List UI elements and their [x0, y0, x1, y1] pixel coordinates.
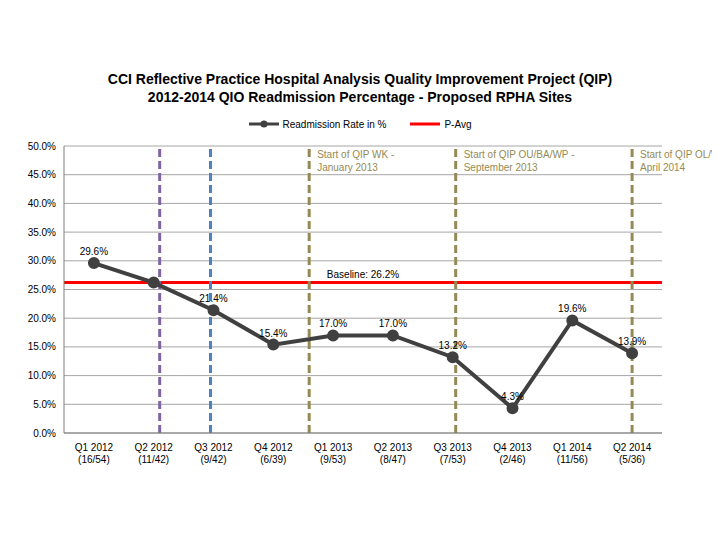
html-text:Readmission Rate in %: Readmission Rate in %	[282, 118, 387, 130]
svg-text:Start of QIP WK -January 2013: Start of QIP WK -January 2013	[317, 149, 394, 173]
svg-text:17.0%: 17.0%	[379, 318, 407, 329]
svg-text:Q1 2014(11/56): Q1 2014(11/56)	[553, 442, 592, 465]
svg-text:21.4%: 21.4%	[199, 293, 227, 304]
svg-text:15.4%: 15.4%	[259, 328, 287, 339]
svg-text:10.0%: 10.0%	[28, 370, 56, 381]
svg-text:Start of QIP OU/BA/WP -Septemb: Start of QIP OU/BA/WP -September 2013	[464, 149, 575, 173]
svg-text:25.0%: 25.0%	[28, 284, 56, 295]
svg-text:29.6%: 29.6%	[80, 246, 108, 257]
svg-text:Q1 2013(9/53): Q1 2013(9/53)	[314, 442, 353, 465]
svg-text:Q2 2013(8/47): Q2 2013(8/47)	[374, 442, 413, 465]
svg-text:0.0%: 0.0%	[33, 428, 56, 439]
svg-text:15.0%: 15.0%	[28, 341, 56, 352]
svg-text:Q2 2014(5/36): Q2 2014(5/36)	[613, 442, 652, 465]
svg-text:Q1 2012(16/54): Q1 2012(16/54)	[75, 442, 114, 465]
svg-text:Start of QIP OL/WA-April 2014: Start of QIP OL/WA-April 2014	[640, 149, 712, 173]
svg-text:Q4 2012(6/39): Q4 2012(6/39)	[254, 442, 293, 465]
svg-text:Baseline: 26.2%: Baseline: 26.2%	[327, 269, 399, 280]
html-text:CCI Reflective Practice Hospit: CCI Reflective Practice Hospital Analysi…	[107, 71, 613, 87]
svg-text:30.0%: 30.0%	[28, 255, 56, 266]
svg-text:45.0%: 45.0%	[28, 169, 56, 180]
svg-text:17.0%: 17.0%	[319, 318, 347, 329]
svg-text:35.0%: 35.0%	[28, 227, 56, 238]
svg-text:19.6%: 19.6%	[558, 303, 586, 314]
svg-text:13.9%: 13.9%	[618, 336, 646, 347]
svg-text:Q2 2012(11/42): Q2 2012(11/42)	[135, 442, 174, 465]
svg-text:20.0%: 20.0%	[28, 313, 56, 324]
svg-text:50.0%: 50.0%	[28, 141, 56, 152]
svg-text:Q3 2012(9/42): Q3 2012(9/42)	[194, 442, 233, 465]
svg-text:13.2%: 13.2%	[439, 340, 467, 351]
html-text:P-Avg: P-Avg	[444, 118, 472, 130]
svg-text:5.0%: 5.0%	[33, 399, 56, 410]
html-text:2012-2014 QIO Readmission Perc: 2012-2014 QIO Readmission Percentage - P…	[147, 89, 573, 105]
svg-text:40.0%: 40.0%	[28, 198, 56, 209]
svg-text:Q3 2013(7/53): Q3 2013(7/53)	[434, 442, 473, 465]
svg-text:Q4 2013(2/46): Q4 2013(2/46)	[493, 442, 532, 465]
svg-text:4.3%: 4.3%	[501, 391, 524, 402]
